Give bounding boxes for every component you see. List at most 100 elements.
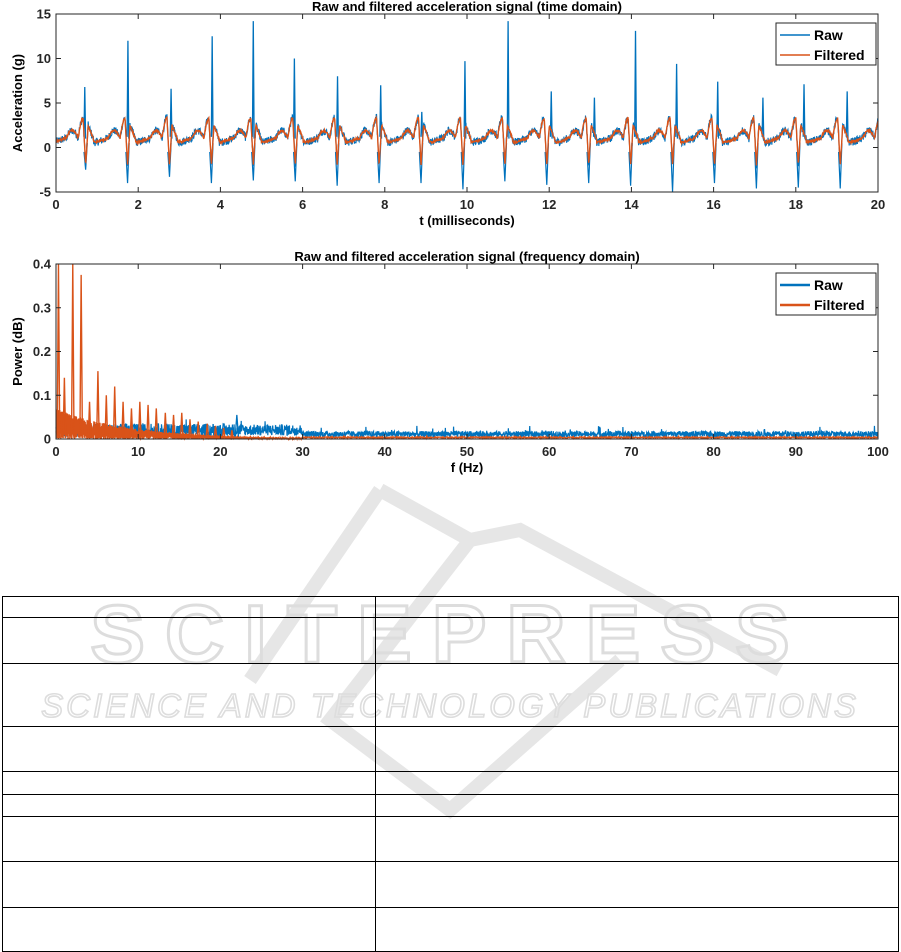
x-tick-label: 30 [295, 444, 309, 459]
raw-peak-3 [169, 88, 173, 139]
table-cell [2, 596, 376, 618]
legend-box [775, 22, 877, 66]
raw-peak-16 [716, 81, 720, 139]
table-row [2, 794, 899, 817]
y-tick-label: 0.3 [33, 300, 51, 315]
table-cell [375, 726, 899, 772]
legend-label-filtered: Filtered [814, 297, 865, 313]
filtered-harmonic-19 [205, 423, 210, 439]
table-row [2, 816, 899, 862]
plot-area [56, 14, 878, 192]
table-cell [2, 907, 376, 952]
empty-table [2, 596, 899, 952]
table-cell [375, 794, 899, 817]
raw-peak-12 [549, 91, 553, 139]
series-filtered-line [55, 114, 879, 166]
table-cell [375, 816, 899, 862]
filtered-harmonic-4 [79, 274, 84, 439]
x-tick-label: 50 [460, 444, 474, 459]
raw-trough-10 [460, 143, 466, 190]
filtered-harmonic-6 [95, 371, 100, 439]
raw-peak-6 [292, 58, 296, 139]
y-tick-label: -5 [39, 185, 51, 200]
y-tick-label: 10 [37, 51, 51, 66]
legend: Raw Filtered [775, 22, 877, 66]
raw-peak-8 [379, 85, 383, 139]
chart-1: Raw and filtered acceleration signal (ti… [10, 0, 885, 228]
x-tick-label: 20 [213, 444, 227, 459]
chart-title: Raw and filtered acceleration signal (fr… [294, 249, 639, 264]
x-tick-label: 10 [131, 444, 145, 459]
x-tick-label: 80 [706, 444, 720, 459]
table-row [2, 771, 899, 795]
filtered-harmonic-18 [196, 421, 201, 439]
plot-area [56, 264, 878, 439]
x-tick-label: 8 [381, 197, 388, 212]
y-tick-label: 0.2 [33, 344, 51, 359]
legend-label-raw: Raw [814, 27, 843, 43]
x-tick-label: 12 [542, 197, 556, 212]
filtered-harmonic-16 [179, 412, 184, 439]
raw-peak-10 [463, 61, 467, 139]
raw-peak-17 [761, 97, 765, 139]
x-tick-label: 4 [217, 197, 225, 212]
x-tick-label: 70 [624, 444, 638, 459]
table-cell [375, 617, 899, 664]
filtered-harmonic-20 [213, 425, 218, 439]
raw-peak-11 [506, 21, 510, 139]
filtered-harmonic-14 [163, 412, 168, 439]
table-cell [2, 794, 376, 817]
chart-2: Raw and filtered acceleration signal (fr… [10, 249, 889, 475]
filtered-harmonic-22 [229, 430, 234, 439]
filtered-harmonic-5 [87, 401, 92, 439]
x-tick-label: 0 [52, 197, 59, 212]
x-axis-label: f (Hz) [451, 460, 484, 475]
filtered-harmonic-12 [146, 404, 150, 439]
filtered-harmonic-11 [137, 401, 142, 439]
table-cell [375, 771, 899, 795]
x-axis-label: t (milliseconds) [419, 213, 514, 228]
raw-peak-15 [675, 63, 679, 139]
filtered-harmonic-8 [112, 386, 117, 439]
filtered-harmonic-7 [104, 395, 109, 439]
table-row [2, 617, 899, 664]
legend-label-filtered: Filtered [814, 47, 865, 63]
empty-table-container [2, 596, 899, 952]
filtered-harmonic-13 [154, 408, 159, 439]
raw-peak-19 [845, 91, 849, 139]
chart-title: Raw and filtered acceleration signal (ti… [312, 0, 622, 14]
table-cell [2, 816, 376, 862]
legend-label-raw: Raw [814, 277, 843, 293]
filtered-harmonic-9 [121, 401, 126, 439]
raw-peak-7 [336, 76, 340, 139]
raw-peak-5 [251, 21, 255, 139]
filtered-harmonic-21 [221, 427, 226, 439]
filtered-harmonic-15 [171, 414, 176, 439]
y-tick-label: 0 [44, 432, 51, 447]
raw-peak-13 [592, 97, 596, 139]
raw-peak-2 [126, 40, 130, 139]
x-tick-label: 6 [299, 197, 306, 212]
raw-peak-18 [802, 84, 806, 139]
raw-trough-17 [754, 143, 759, 189]
x-tick-label: 2 [135, 197, 142, 212]
x-tick-label: 90 [789, 444, 803, 459]
legend: Raw Filtered [775, 272, 877, 316]
filtered-harmonic-2 [62, 377, 67, 439]
x-tick-label: 60 [542, 444, 556, 459]
table-cell [2, 861, 376, 908]
raw-peak-4 [210, 36, 214, 139]
table-cell [2, 771, 376, 795]
legend-box [775, 272, 877, 316]
table-row [2, 596, 899, 618]
table-cell [2, 663, 376, 727]
table-cell [375, 596, 899, 618]
x-tick-label: 100 [867, 444, 889, 459]
raw-peak-1 [83, 86, 87, 139]
table-cell [375, 907, 899, 952]
raw-peak-14 [634, 30, 637, 139]
x-tick-label: 40 [378, 444, 392, 459]
table-row [2, 726, 899, 772]
x-tick-label: 10 [460, 197, 474, 212]
y-axis-label: Acceleration (g) [10, 54, 25, 152]
